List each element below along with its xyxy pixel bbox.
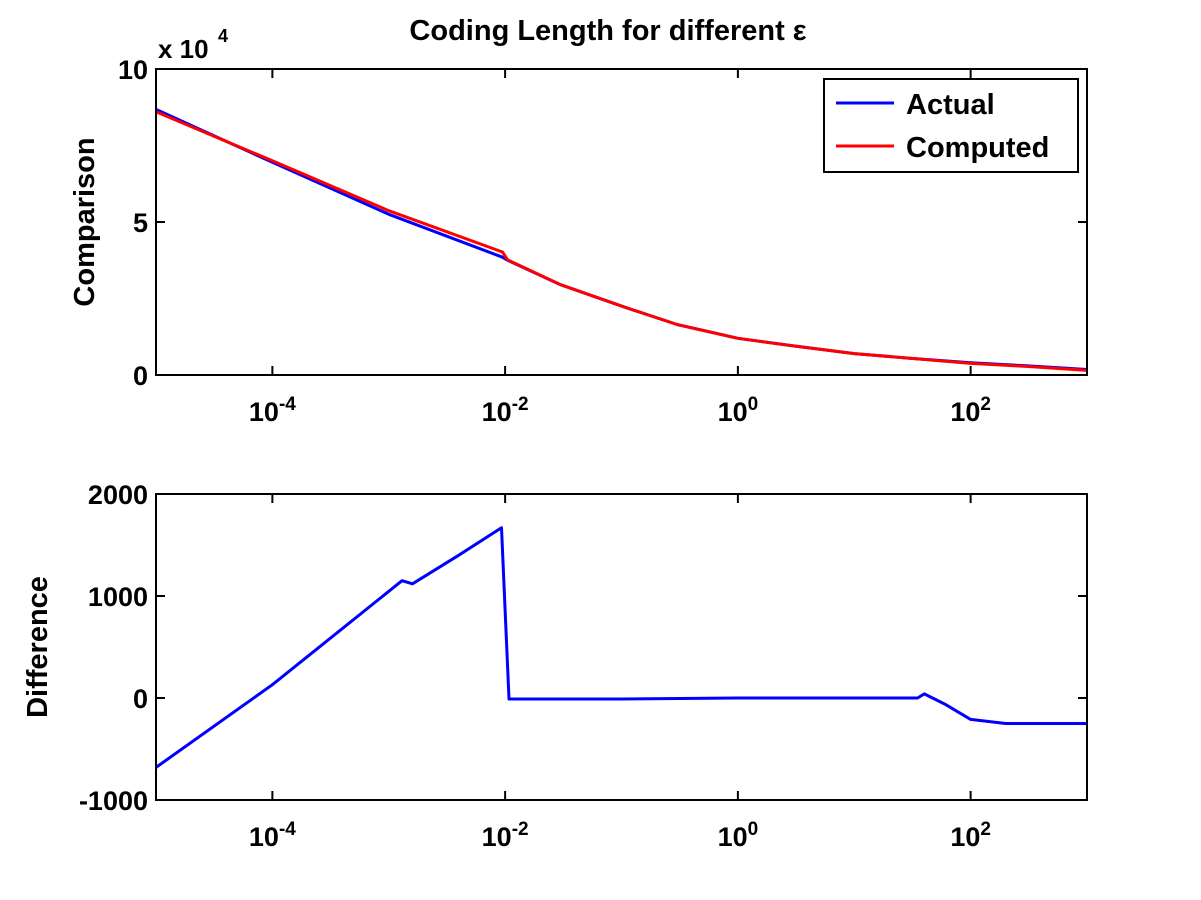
y-tick-label: 1000 [88, 582, 148, 612]
x-tick-label: 100 [718, 394, 759, 427]
x-tick-label: 102 [950, 394, 991, 427]
x-tick-label: 10-2 [482, 394, 529, 427]
difference-series-line [155, 526, 1087, 769]
y-axis-label: Difference [22, 576, 54, 718]
computed-series-line [155, 110, 1088, 372]
x-tick-label: 10-2 [482, 819, 529, 852]
series-group [155, 108, 1088, 372]
y-multiplier-base: x 10 [158, 34, 209, 64]
y-axis-multiplier: x 10 4 [158, 26, 228, 64]
y-tick-label: 2000 [88, 480, 148, 510]
legend-label-actual: Actual [906, 89, 995, 121]
legend-box [823, 78, 1079, 173]
x-tick-label: 100 [718, 819, 759, 852]
y-multiplier-exponent: 4 [218, 26, 228, 46]
x-tick-label: 10-4 [249, 819, 296, 852]
x-tick-label: 102 [950, 819, 991, 852]
y-tick-label: 5 [133, 208, 148, 238]
axes-frame [155, 493, 1088, 801]
legend: Actual Computed [823, 78, 1079, 173]
axes: 10-4 10-2 100 102 -1000 0 1000 2000 [79, 480, 1088, 852]
y-axis-label: Comparison [69, 137, 101, 306]
y-tick-label: -1000 [79, 786, 148, 816]
difference-subplot: Difference 10-4 10-2 100 102 -1000 0 1000 2000 [22, 480, 1088, 852]
axes: 10-4 10-2 100 102 0 5 10 [118, 55, 1088, 427]
y-tick-label: 0 [133, 684, 148, 714]
x-tick-label: 10-4 [249, 394, 296, 427]
comparison-subplot: Coding Length for different ε x 10 4 Com… [69, 15, 1088, 427]
y-tick-label: 10 [118, 55, 148, 85]
legend-label-computed: Computed [906, 132, 1049, 164]
series-group [155, 526, 1087, 769]
chart-title: Coding Length for different ε [409, 15, 806, 47]
y-tick-label: 0 [133, 361, 148, 391]
